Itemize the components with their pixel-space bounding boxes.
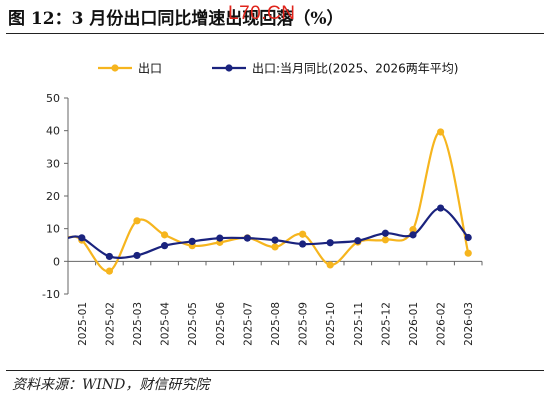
data-point <box>105 267 113 275</box>
legend-swatch-marker <box>111 64 119 72</box>
y-tick-label: 0 <box>53 255 60 268</box>
data-point <box>299 240 307 248</box>
data-point <box>243 234 251 242</box>
x-tick-label: 2025-08 <box>270 302 282 346</box>
data-point <box>271 236 279 244</box>
data-point <box>105 252 113 261</box>
y-tick-label: 40 <box>46 125 60 138</box>
data-point <box>161 242 169 250</box>
x-tick-label: 2025-01 <box>77 302 89 346</box>
legend-label: 出口:当月同比(2025、2026两年平均) <box>252 62 459 76</box>
data-point <box>381 236 389 244</box>
x-tick-label: 2025-10 <box>325 302 337 346</box>
data-point <box>133 251 141 260</box>
data-point <box>78 234 86 242</box>
x-tick-label: 2025-03 <box>132 302 144 346</box>
x-tick-label: 2026-01 <box>408 302 420 346</box>
legend-label: 出口 <box>138 62 162 76</box>
chart-series <box>67 128 472 275</box>
top-rule <box>6 33 544 34</box>
data-point <box>381 229 389 237</box>
chart-legend: 出口 出口:当月同比(2025、2026两年平均) <box>98 62 459 76</box>
y-tick-label: 30 <box>46 157 60 170</box>
x-tick-label: 2026-03 <box>463 302 475 346</box>
data-point <box>409 226 417 234</box>
series-export <box>67 128 472 275</box>
data-point <box>409 231 417 239</box>
x-tick-label: 2025-07 <box>242 302 254 346</box>
data-point <box>464 249 472 257</box>
data-point <box>188 237 196 246</box>
source-note: 资料来源：WIND，财信研究院 <box>12 377 210 393</box>
x-tick-label: 2025-11 <box>353 302 365 346</box>
data-point <box>437 128 445 136</box>
x-tick-label: 2025-04 <box>160 302 172 346</box>
data-point <box>464 233 472 242</box>
y-tick-label: 10 <box>46 223 60 236</box>
data-point <box>161 231 169 239</box>
series-line <box>67 206 470 259</box>
y-tick-label: 50 <box>46 92 60 105</box>
bottom-rule <box>6 370 544 371</box>
x-tick-label: 2025-02 <box>104 302 116 346</box>
x-tick-label: 2026-02 <box>436 302 448 346</box>
chart-title: 图 12：3 月份出口同比增速出现回落（%） <box>8 9 344 29</box>
data-point <box>326 261 334 269</box>
data-point <box>354 237 362 245</box>
y-tick-label: -10 <box>42 288 60 301</box>
x-tick-label: 2025-09 <box>298 302 310 346</box>
legend-item-monthly-avg: 出口:当月同比(2025、2026两年平均) <box>212 62 459 76</box>
x-tick-label: 2025-12 <box>380 302 392 346</box>
data-point <box>437 204 445 212</box>
watermark: L70.CN <box>228 3 296 24</box>
y-tick-label: 20 <box>46 190 60 203</box>
data-point <box>326 239 334 247</box>
series-line <box>67 130 470 273</box>
data-point <box>216 234 224 242</box>
chart-axes: -10 0 10 20 30 40 50 2025-01 2025-02 2025-03 2025-… <box>42 92 483 346</box>
x-tick-label: 2025-06 <box>215 302 227 346</box>
data-point <box>133 217 141 225</box>
data-point <box>271 243 279 251</box>
legend-item-export: 出口 <box>98 62 162 76</box>
legend-swatch-marker <box>225 64 233 72</box>
series-monthly-avg <box>67 204 472 261</box>
data-point <box>299 230 307 238</box>
x-tick-label: 2025-05 <box>187 302 199 346</box>
